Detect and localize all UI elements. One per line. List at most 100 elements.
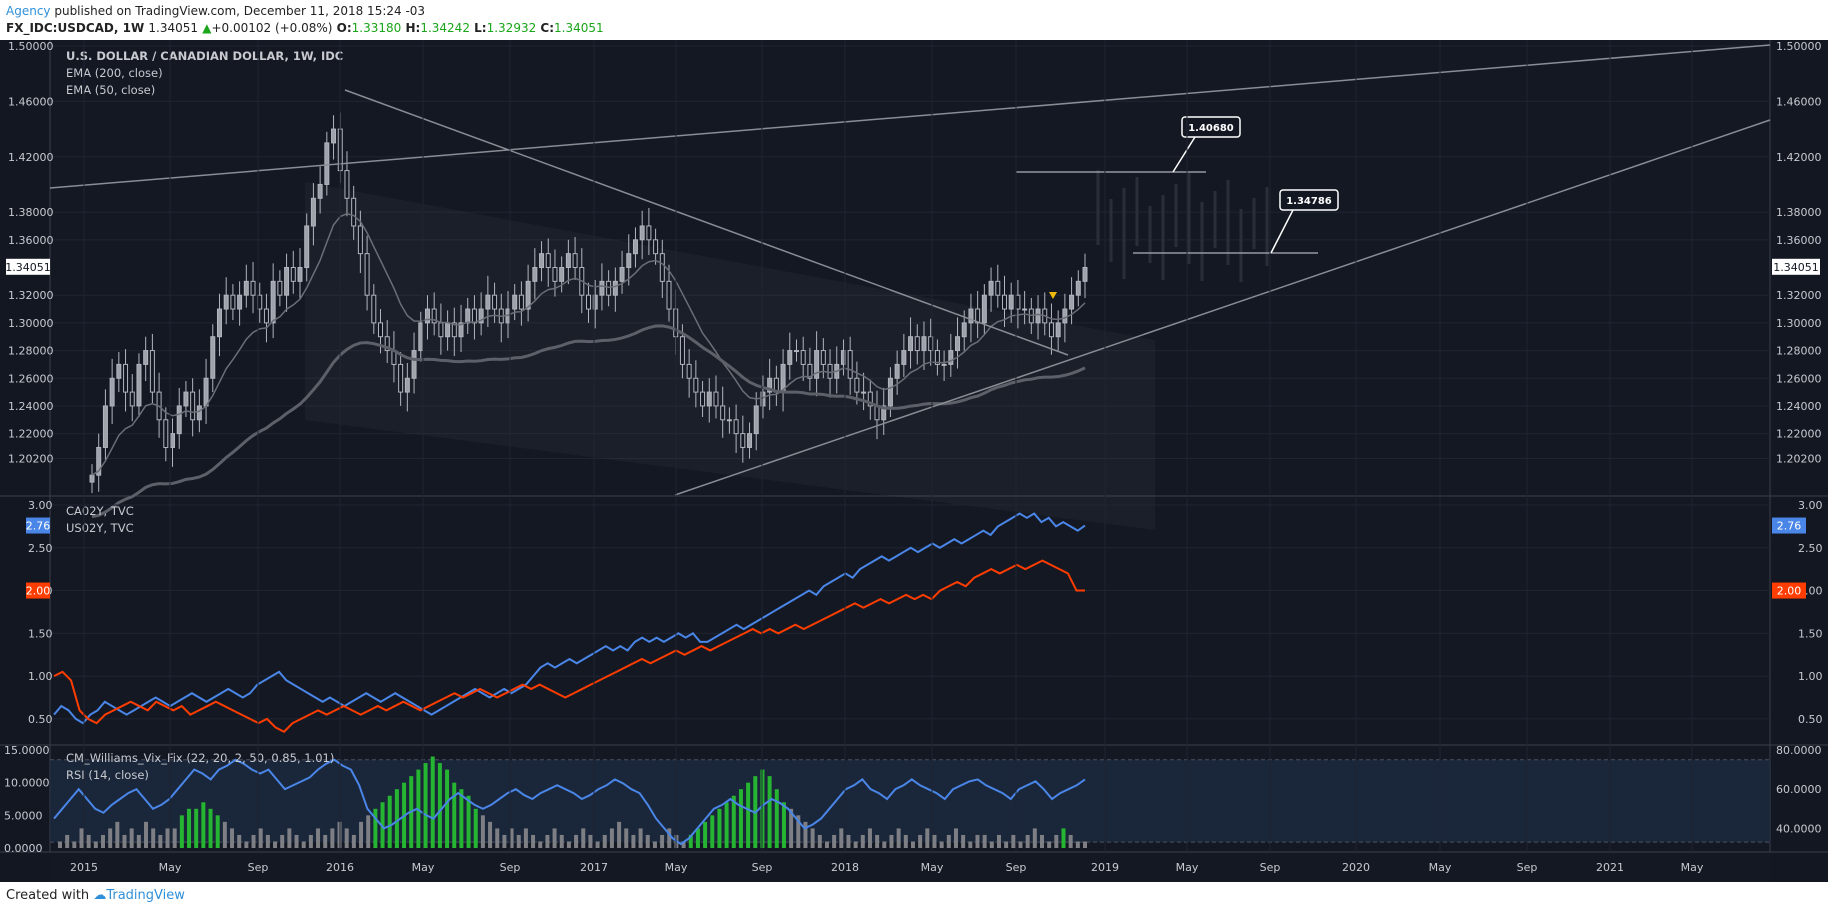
candle-body xyxy=(827,363,833,379)
price-tick-right: 1.24000 xyxy=(1776,400,1822,413)
candle-body xyxy=(431,308,437,324)
vix-bar xyxy=(889,834,894,848)
vix-bar xyxy=(151,828,156,848)
vix-bar xyxy=(1083,841,1087,848)
vix-bar xyxy=(108,828,113,848)
ema-200-line xyxy=(91,324,1086,519)
candle-body xyxy=(223,294,229,310)
close-value: 1.34051 xyxy=(554,21,604,35)
author-link[interactable]: Agency xyxy=(6,4,51,18)
tradingview-logo-icon: ☁ xyxy=(93,888,107,903)
candle-body xyxy=(626,253,632,268)
price-tick-left: 1.30000 xyxy=(8,317,54,330)
footer: Created with ☁TradingView xyxy=(6,888,185,903)
price-tick-left: 1.28000 xyxy=(8,345,54,358)
vix-bar xyxy=(129,828,134,848)
candle-body xyxy=(230,294,236,310)
vix-bar xyxy=(538,841,543,848)
candle-body xyxy=(767,377,773,393)
vix-bar xyxy=(344,828,349,848)
candle-body xyxy=(713,391,719,407)
callout-label: 1.34786 xyxy=(1286,196,1332,207)
vix-bar xyxy=(574,834,579,848)
candle-body xyxy=(921,336,927,352)
candle-body xyxy=(485,294,491,310)
candle-body xyxy=(733,419,739,435)
vix-bar xyxy=(1047,841,1052,848)
candle-body xyxy=(424,308,430,324)
candle-body xyxy=(102,405,108,448)
candle-body xyxy=(800,350,806,365)
candle-body xyxy=(894,363,900,379)
created-with: Created with xyxy=(6,888,90,903)
vix-bar xyxy=(1054,834,1059,848)
yield-legend-item: US02Y, TVC xyxy=(66,521,134,535)
candle-body xyxy=(478,308,484,324)
chart-canvas[interactable]: 1.50000 1.50000 1.46000 1.46000 1.42000 1.420… xyxy=(0,40,1828,882)
price-tick-left: 1.50000 xyxy=(8,40,54,53)
candle-body xyxy=(653,239,659,255)
price-tick-left: 1.38000 xyxy=(8,206,54,219)
candle-body xyxy=(1022,308,1028,311)
candle-body xyxy=(351,197,357,227)
vix-bar xyxy=(1011,834,1016,848)
low-value: 1.32932 xyxy=(486,21,537,35)
candle-body xyxy=(586,294,591,310)
vix-bar xyxy=(810,828,815,848)
vix-bar xyxy=(796,815,801,848)
candle-body xyxy=(384,336,390,352)
candle-body xyxy=(357,225,363,255)
last-price: 1.34051 xyxy=(148,21,199,35)
vix-bar xyxy=(918,834,923,848)
candle-body xyxy=(679,336,685,365)
vix-bar xyxy=(208,808,213,848)
candle-body xyxy=(1082,267,1088,282)
candle-body xyxy=(237,294,243,310)
candle-body xyxy=(451,322,457,338)
candle-body xyxy=(814,350,820,379)
candle-body xyxy=(700,391,706,407)
vix-bar xyxy=(201,802,206,848)
vix-bar xyxy=(258,828,263,848)
time-tick: 2018 xyxy=(831,861,859,874)
vix-bar xyxy=(595,841,600,848)
time-tick: May xyxy=(1176,861,1199,874)
price-tick-left: 1.22000 xyxy=(8,428,54,441)
candle-body xyxy=(331,128,337,144)
candle-body xyxy=(793,350,799,353)
vix-bar xyxy=(251,834,256,848)
candle-body xyxy=(96,446,102,476)
time-tick: May xyxy=(1429,861,1452,874)
vix-bar xyxy=(946,834,951,848)
tradingview-brand[interactable]: TradingView xyxy=(106,888,185,903)
vix-tick-left: 15.0000 xyxy=(4,744,50,757)
candle-body xyxy=(961,322,967,338)
price-tick-right: 1.50000 xyxy=(1776,40,1822,53)
vix-bar xyxy=(688,834,693,848)
candle-body xyxy=(458,322,464,338)
candle-body xyxy=(565,253,571,268)
close-label: C: xyxy=(540,21,555,35)
vix-bar xyxy=(624,828,629,848)
yield-tick-right: 0.50 xyxy=(1798,713,1823,726)
callout-pointer xyxy=(1270,209,1294,254)
callout-box xyxy=(1279,189,1339,211)
candle-body xyxy=(123,363,129,393)
vix-bar xyxy=(351,834,356,848)
price-tick-left: 1.26000 xyxy=(8,372,54,385)
yield-tag-label-right: 2.00 xyxy=(1777,585,1802,598)
candle-body xyxy=(170,433,176,448)
vix-bar xyxy=(631,834,636,848)
price-tick-left: 1.32000 xyxy=(8,289,54,302)
vix-bar xyxy=(638,828,643,848)
time-tick: Sep xyxy=(1517,861,1538,874)
vix-bar xyxy=(1068,834,1073,848)
vix-bar xyxy=(359,821,364,848)
vix-bar xyxy=(975,834,980,848)
vix-bar xyxy=(158,834,163,848)
vix-bar xyxy=(172,828,177,848)
open-value: 1.33180 xyxy=(351,21,402,35)
candle-body xyxy=(1062,308,1068,324)
vix-bar xyxy=(982,834,987,848)
vix-bar xyxy=(867,828,872,848)
